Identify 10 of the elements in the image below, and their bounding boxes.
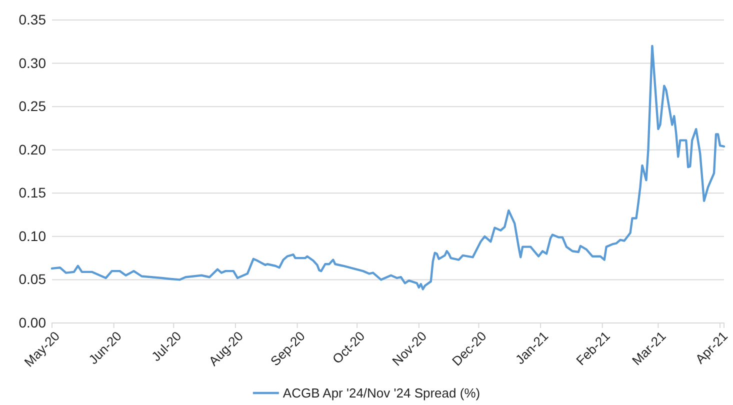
y-tick-label: 0.05 [18, 271, 46, 288]
y-tick-label: 0.20 [18, 141, 46, 158]
y-tick-label: 0.35 [18, 11, 46, 28]
line-series [50, 44, 726, 290]
legend-label: ACGB Apr '24/Nov '24 Spread (%) [282, 386, 480, 400]
y-tick-label: 0.00 [18, 314, 46, 330]
y-tick-label: 0.25 [18, 98, 46, 114]
y-tick-label: 0.10 [18, 228, 46, 244]
y-tick-label: 0.30 [18, 54, 46, 71]
y-tick-label: 0.15 [18, 184, 46, 201]
